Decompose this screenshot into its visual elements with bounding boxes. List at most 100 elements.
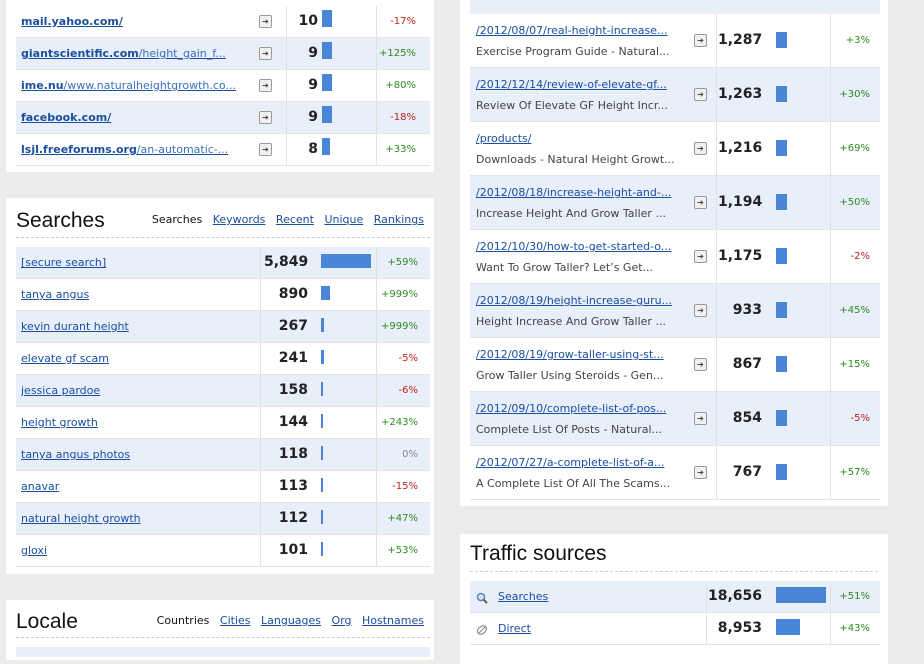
column-divider [286,6,287,37]
locale-tabs: Countries Cities Languages Org Hostnames [150,614,424,627]
referrer-link[interactable]: lsjl.freeforums.org/an-automatic-... [21,143,241,156]
referrer-link[interactable]: ime.nu/www.naturalheightgrowth.co... [21,79,241,92]
open-link-icon[interactable]: ➔ [259,47,272,60]
column-divider [260,535,261,566]
tab-cities[interactable]: Cities [219,614,251,627]
referrer-row: mail.yahoo.com/ ➔ 10 -17% [16,6,430,38]
open-link-icon[interactable]: ➔ [694,250,707,263]
search-term-link[interactable]: gloxi [21,544,47,557]
traffic-count: 18,656 [708,588,762,604]
search-term-link[interactable]: jessica pardoe [21,384,101,397]
tab-keywords[interactable]: Keywords [212,213,266,226]
open-link-icon[interactable]: ➔ [694,466,707,479]
open-link-icon[interactable]: ➔ [259,143,272,156]
content-bar [776,194,787,210]
open-link-icon[interactable]: ➔ [259,79,272,92]
content-count: 1,175 [718,248,762,264]
referrer-link[interactable]: facebook.com/ [21,111,241,124]
content-count: 854 [732,410,762,426]
traffic-bar [776,587,826,603]
column-divider [716,176,717,229]
open-link-icon[interactable]: ➔ [694,196,707,209]
open-link-icon[interactable]: ➔ [259,111,272,124]
tab-languages[interactable]: Languages [261,614,322,627]
content-page-title: Grow Taller Using Steroids - Gen... [476,369,664,382]
referrer-domain: mail.yahoo.com/ [21,15,123,28]
content-url-link[interactable]: /2012/08/07/real-height-increase... [476,24,668,37]
referrer-change: -18% [390,112,416,123]
search-term-link[interactable]: natural height growth [21,512,141,525]
content-table: /2012/08/07/real-height-increase... Exerc… [470,14,880,500]
tab-hostnames[interactable]: Hostnames [362,614,424,627]
traffic-source-link[interactable]: Direct [498,622,531,635]
search-term-link[interactable]: tanya angus [21,288,90,301]
search-term-link[interactable]: [secure search] [21,256,107,269]
content-url-link[interactable]: /2012/07/27/a-complete-list-of-a... [476,456,665,469]
search-term-link[interactable]: elevate gf scam [21,352,110,365]
column-divider [706,581,707,612]
search-bar [321,254,371,268]
search-term-link[interactable]: anavar [21,480,60,493]
content-bar [776,410,787,426]
search-change: -5% [398,353,418,364]
open-link-icon[interactable]: ➔ [694,34,707,47]
column-divider [260,471,261,502]
content-url-link[interactable]: /2012/08/18/increase-height-and-... [476,186,672,199]
search-count: 241 [278,350,308,366]
content-page-title: Height Increase And Grow Taller ... [476,315,666,328]
column-divider [260,407,261,438]
tab-recent[interactable]: Recent [275,213,314,226]
direct-icon [476,621,488,635]
search-term-link[interactable]: kevin durant height [21,320,129,333]
search-bar [321,510,323,524]
column-divider [260,503,261,534]
content-url-link[interactable]: /2012/10/30/how-to-get-started-o... [476,240,672,253]
content-page-title: Complete List Of Posts - Natural... [476,423,663,436]
content-bar [776,32,787,48]
content-prev-row [470,0,880,14]
content-url-link[interactable]: /2012/08/19/height-increase-guru... [476,294,673,307]
tab-countries[interactable]: Countries [156,614,210,627]
content-bar [776,140,787,156]
traffic-bar [776,619,800,635]
search-term-link[interactable]: tanya angus photos [21,448,131,461]
content-row: /products/Downloads - Natural Height Gro… [470,122,880,176]
open-link-icon[interactable]: ➔ [694,412,707,425]
tab-org[interactable]: Org [331,614,352,627]
content-row: /2012/07/27/a-complete-list-of-a... A Com… [470,446,880,500]
traffic-change: +43% [839,623,870,634]
tab-unique[interactable]: Unique [324,213,364,226]
content-url-link[interactable]: /2012/08/19/grow-taller-using-st... [476,348,664,361]
search-change: 0% [402,449,418,460]
content-page-title: Downloads - Natural Height Growt... [476,153,675,166]
open-link-icon[interactable]: ➔ [694,358,707,371]
content-url-link[interactable]: /2012/12/14/review-of-elevate-gf... [476,78,667,91]
content-url-link[interactable]: /products/ [476,132,532,145]
content-change: -5% [850,413,870,424]
search-term-link[interactable]: height growth [21,416,98,429]
content-bar [776,464,787,480]
referrer-link[interactable]: giantscientific.com/height_gain_f... [21,47,241,60]
search-row: [secure search] 5,849 +59% [16,247,430,279]
open-link-icon[interactable]: ➔ [694,142,707,155]
referrer-row: ime.nu/www.naturalheightgrowth.co... ➔ 9 +8… [16,70,430,102]
tab-rankings[interactable]: Rankings [373,213,424,226]
searches-title: Searches [16,209,105,232]
open-link-icon[interactable]: ➔ [694,88,707,101]
content-bar [776,248,787,264]
tab-searches[interactable]: Searches [151,213,203,226]
referrer-path: /an-automatic-... [136,143,229,156]
column-divider [830,230,831,283]
referrer-domain: ime.nu [21,79,64,92]
open-link-icon[interactable]: ➔ [259,15,272,28]
open-link-icon[interactable]: ➔ [694,304,707,317]
searches-panel: Searches Searches Keywords Recent Unique… [6,198,434,574]
column-divider [830,122,831,175]
referrer-row: lsjl.freeforums.org/an-automatic-... ➔ 8 +3… [16,134,430,166]
referrer-bar [322,106,332,123]
column-divider [716,284,717,337]
referrer-link[interactable]: mail.yahoo.com/ [21,15,241,28]
referrers-table: mail.yahoo.com/ ➔ 10 -17% giantscientific.co… [16,6,430,166]
traffic-source-link[interactable]: Searches [498,590,549,603]
content-url-link[interactable]: /2012/09/10/complete-list-of-pos... [476,402,667,415]
